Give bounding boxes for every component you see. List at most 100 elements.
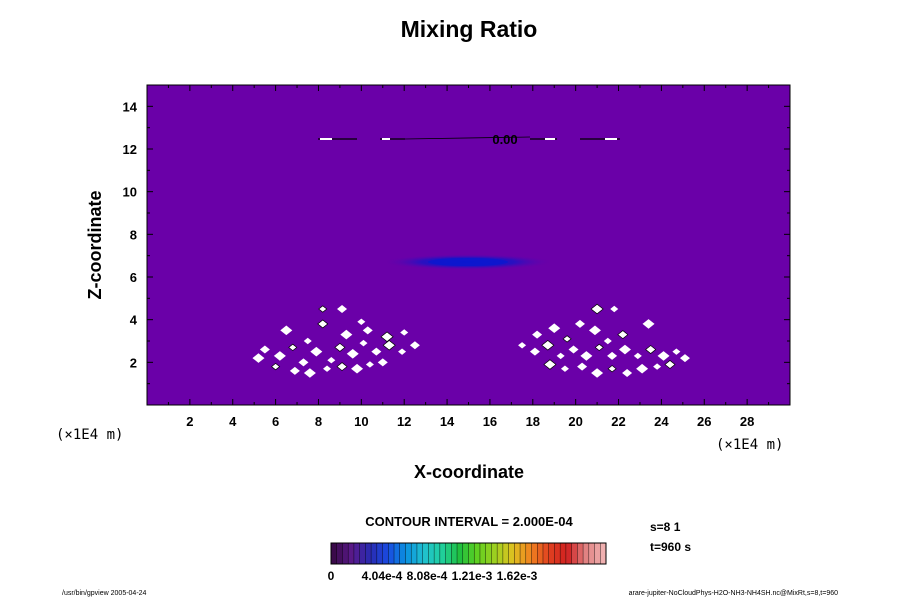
colorbar-segment [525, 543, 532, 564]
cloud-speckle [591, 368, 604, 378]
colorbar-segment [514, 543, 521, 564]
y-tick-label: 8 [130, 227, 137, 242]
cloud-speckle [288, 343, 298, 352]
colorbar-segment [348, 543, 355, 564]
cloud-speckle [303, 337, 312, 345]
colorbar-segment [394, 543, 401, 564]
x-tick-label: 18 [526, 414, 540, 429]
cloud-speckle [359, 339, 368, 347]
cloud-speckle [603, 337, 612, 345]
concentration-core [428, 258, 508, 266]
x-axis-label: X-coordinate [414, 462, 524, 482]
cloud-speckle [617, 330, 629, 340]
colorbar-segment [479, 543, 486, 564]
cloud-speckles [252, 303, 690, 378]
colorbar-segment [422, 543, 429, 564]
x-tick-label: 10 [354, 414, 368, 429]
y-axis-label: Z-coordinate [85, 190, 105, 299]
x-tick-label: 26 [697, 414, 711, 429]
colorbar-segment [411, 543, 418, 564]
colorbar-frame [330, 542, 607, 565]
cloud-speckle [543, 359, 557, 370]
colorbar-segment [405, 543, 412, 564]
cloud-speckle [580, 351, 593, 361]
colorbar-tick-labels: 0 4.04e-4 8.08e-4 1.21e-3 1.62e-3 [328, 569, 538, 583]
footer-right: arare-jupiter-NoCloudPhys-H2O-NH3-NH4SH.… [629, 590, 839, 597]
colorbar-segment [416, 543, 423, 564]
cloud-speckle [382, 340, 396, 351]
cloud-speckle [645, 345, 657, 354]
cloud-speckle [336, 362, 348, 372]
cloud-speckle [607, 365, 617, 373]
colorbar-segment [577, 543, 584, 564]
cloud-speckle [642, 319, 655, 329]
x-tick-label: 8 [315, 414, 322, 429]
colorbar-segment [342, 543, 349, 564]
cloud-speckle [618, 344, 631, 355]
cloud-speckle [280, 325, 293, 336]
x-tick-label: 16 [483, 414, 497, 429]
footer-left: /usr/bin/gpview 2005-04-24 [62, 590, 147, 597]
colorbar-segment [508, 543, 515, 564]
cloud-speckle [289, 366, 300, 375]
x-tick-label: 28 [740, 414, 754, 429]
cloud-speckle [633, 352, 642, 360]
cloud-speckle [317, 319, 329, 329]
colorbar-segment [451, 543, 458, 564]
cloud-speckle [398, 348, 407, 355]
cloud-speckle [259, 345, 270, 354]
cloud-speckle [664, 360, 676, 369]
cloud-speckle [574, 319, 585, 328]
colorbar-segment [502, 543, 509, 564]
chart-title: Mixing Ratio [401, 16, 538, 42]
cloud-speckle [351, 363, 364, 374]
x-tick-label: 20 [568, 414, 582, 429]
cloud-speckle [588, 325, 601, 336]
cloud-speckle [271, 362, 281, 371]
x-tick-label: 12 [397, 414, 411, 429]
cloud-speckle [303, 368, 316, 378]
cloud-speckle [541, 340, 555, 351]
cloud-speckle [310, 346, 323, 357]
colorbar-segment [399, 543, 406, 564]
cloud-speckle [556, 352, 565, 360]
cloud-speckle [346, 349, 359, 359]
colorbar-segment [353, 543, 360, 564]
cloud-speckle [636, 363, 649, 374]
colorbar-tick-label: 1.62e-3 [497, 569, 538, 583]
cloud-speckle [298, 358, 309, 367]
cloud-speckle [560, 365, 569, 372]
x-unit-label: (×1E4 m) [716, 437, 783, 453]
colorbar-segment [371, 543, 378, 564]
x-tick-label: 4 [229, 414, 237, 429]
colorbar-segment [457, 543, 464, 564]
cloud-speckle [548, 323, 561, 333]
cloud-speckle [622, 369, 633, 377]
colorbar-segment [537, 543, 544, 564]
cloud-speckle [409, 341, 420, 350]
cloud-speckle [672, 348, 681, 355]
contour-label: 0.00 [492, 132, 517, 147]
colorbar-tick-label: 1.21e-3 [452, 569, 493, 583]
cloud-speckle [679, 354, 690, 363]
cloud-speckle [657, 351, 670, 361]
colorbar-segment [594, 543, 601, 564]
cloud-speckle [562, 335, 572, 343]
colorbar-segment [520, 543, 527, 564]
cloud-speckle [607, 351, 618, 360]
cloud-speckle [532, 330, 543, 339]
cloud-speckle [340, 329, 353, 340]
colorbar-segment [382, 543, 389, 564]
colorbar-segment [359, 543, 366, 564]
y-tick-label: 14 [123, 99, 138, 114]
colorbar [330, 542, 607, 565]
y-tick-label: 6 [130, 270, 137, 285]
cloud-speckle [371, 347, 382, 356]
y-tick-label: 2 [130, 355, 137, 370]
cloud-speckle [590, 303, 604, 315]
cloud-speckle [252, 353, 265, 363]
cloud-speckle [334, 342, 346, 352]
colorbar-segment [428, 543, 435, 564]
